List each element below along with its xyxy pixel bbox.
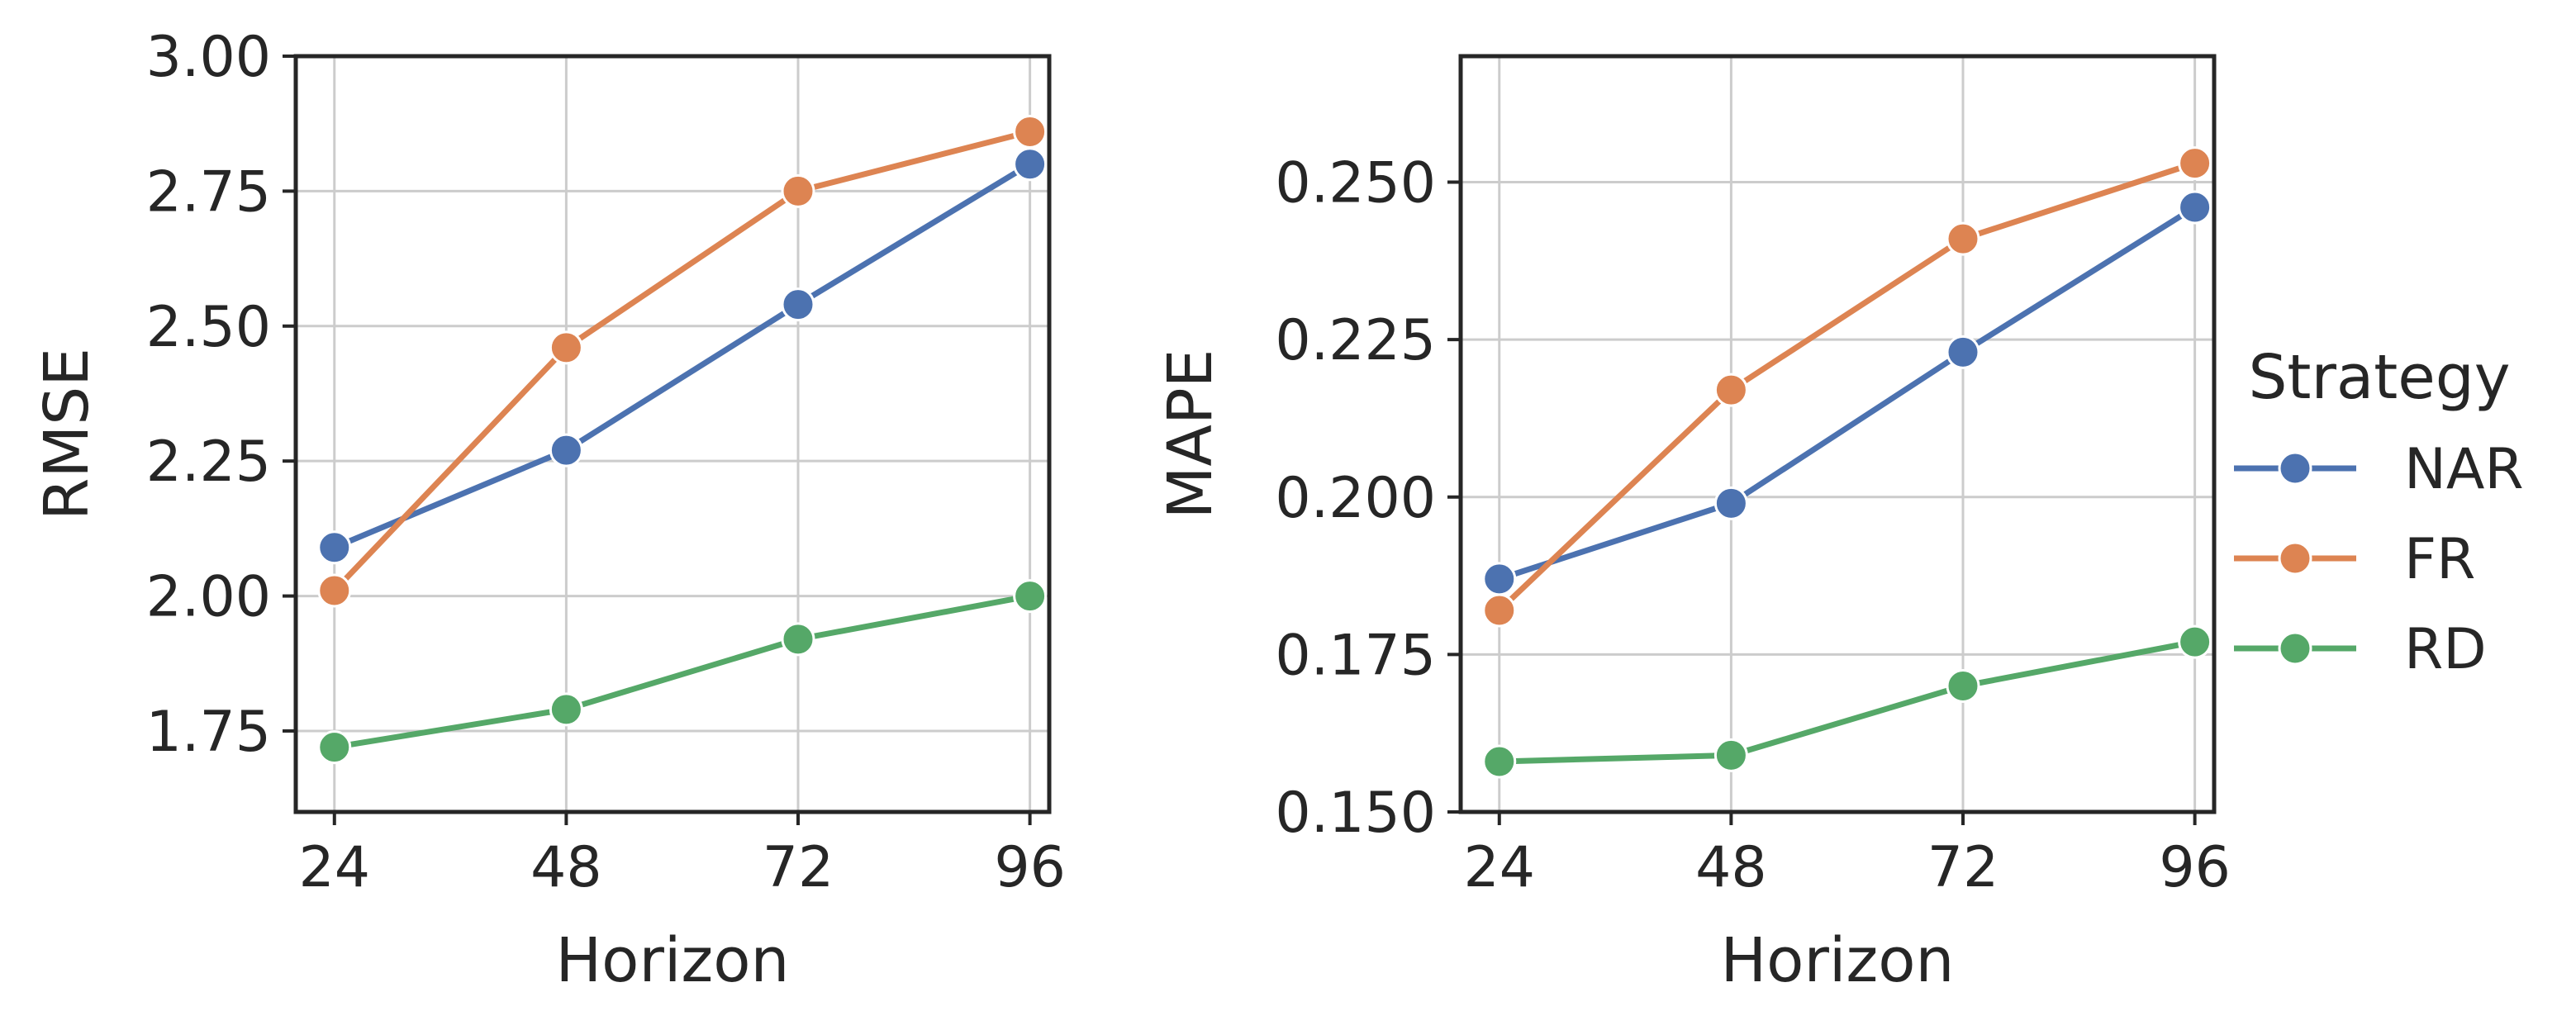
- x-tick-label: 24: [299, 835, 371, 900]
- y-tick-label: 0.200: [1275, 466, 1436, 531]
- y-tick-label: 2.50: [146, 295, 271, 360]
- y-tick-label: 1.75: [146, 700, 271, 765]
- x-axis-label: Horizon: [556, 925, 790, 996]
- data-point-nar: [1946, 335, 1980, 369]
- data-point-nar: [781, 287, 815, 322]
- x-tick-label: 48: [530, 835, 602, 900]
- data-point-rd: [549, 692, 583, 727]
- data-point-rd: [1713, 738, 1748, 772]
- series-line-rd: [1499, 638, 2196, 765]
- legend-title: Strategy: [2248, 342, 2510, 413]
- data-point-rd: [781, 622, 815, 657]
- x-tick-label: 72: [763, 835, 834, 900]
- data-point-fr: [1713, 373, 1748, 407]
- series-line-nar: [1498, 205, 2197, 582]
- data-point-rd: [1482, 744, 1517, 779]
- x-tick-label: 48: [1695, 835, 1767, 900]
- x-tick-label: 24: [1464, 835, 1536, 900]
- y-tick-label: 0.175: [1275, 623, 1436, 688]
- legend-marker-rd: [2278, 631, 2312, 666]
- legend-marker-nar: [2278, 451, 2312, 486]
- legend: Strategy NAR FR RD: [2234, 342, 2524, 682]
- y-axis-label: MAPE: [1155, 349, 1226, 520]
- data-point-nar: [1013, 147, 1048, 182]
- data-point-nar: [317, 530, 352, 565]
- y-tick-label: 0.225: [1275, 308, 1436, 373]
- series-line-fr: [332, 129, 1031, 593]
- x-tick-label: 96: [994, 835, 1066, 900]
- x-tick-label: 72: [1927, 835, 1999, 900]
- x-tick-label: 96: [2159, 835, 2231, 900]
- data-point-nar: [1713, 486, 1748, 520]
- y-tick-label: 2.75: [146, 159, 271, 225]
- series-line-nar: [333, 161, 1032, 550]
- data-point-fr: [1013, 115, 1048, 149]
- data-point-rd: [1013, 579, 1048, 614]
- rmse-panel: 24 48 72 96 1.75 2.00 2.25 2.50 2.75 3.00 Horizon R…: [31, 25, 1066, 996]
- y-tick-label: 0.150: [1275, 781, 1436, 846]
- series-line-rd: [334, 593, 1031, 751]
- legend-label-nar: NAR: [2404, 437, 2524, 502]
- data-point-fr: [1482, 593, 1517, 628]
- legend-marker-fr: [2278, 541, 2312, 576]
- legend-label-fr: FR: [2404, 527, 2475, 592]
- data-point-fr: [781, 173, 815, 208]
- data-point-fr: [549, 330, 583, 365]
- data-point-fr: [1946, 221, 1980, 256]
- data-point-rd: [1946, 669, 1980, 703]
- series-line-fr: [1497, 160, 2196, 613]
- data-point-rd: [2178, 624, 2212, 659]
- legend-label-rd: RD: [2404, 617, 2487, 682]
- data-point-rd: [317, 730, 352, 765]
- y-tick-label: 3.00: [146, 25, 271, 90]
- y-tick-label: 2.25: [146, 430, 271, 495]
- plot-frame: [1458, 54, 2217, 814]
- y-axis-label: RMSE: [31, 348, 102, 520]
- plot-frame: [293, 54, 1052, 814]
- data-point-nar: [549, 433, 583, 468]
- data-point-nar: [1482, 562, 1517, 596]
- x-axis-label: Horizon: [1721, 925, 1955, 996]
- data-point-fr: [2178, 146, 2212, 181]
- mape-panel: 24 48 72 96 0.150 0.175 0.200 0.225 0.250 Horizon…: [1155, 54, 2231, 996]
- data-point-fr: [317, 573, 352, 608]
- y-tick-label: 2.00: [146, 565, 271, 630]
- data-point-nar: [2178, 190, 2212, 225]
- y-tick-label: 0.250: [1275, 151, 1436, 216]
